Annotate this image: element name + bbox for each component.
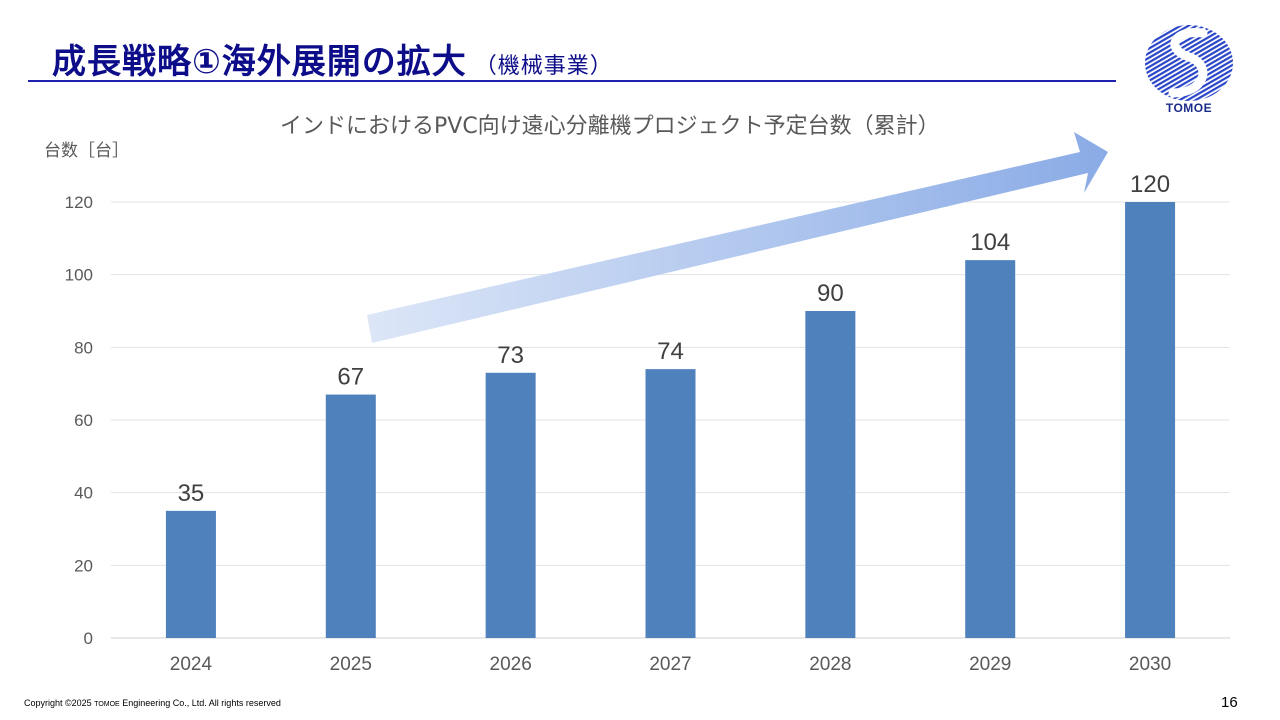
y-tick-label: 0 [84, 629, 93, 648]
x-tick-label: 2024 [170, 654, 213, 675]
chart-title: インドにおけるPVC向け遠心分離機プロジェクト予定台数（累計） [280, 114, 940, 139]
x-tick-label: 2027 [649, 654, 691, 675]
data-label-2025: 67 [337, 364, 364, 391]
x-tick-label: 2026 [490, 654, 532, 675]
x-tick-label: 2028 [809, 654, 851, 675]
y-tick-label: 40 [74, 484, 93, 503]
tomoe-logo-icon [1145, 25, 1233, 101]
bar-2025 [325, 394, 376, 638]
x-tick-label: 2029 [969, 654, 1011, 675]
data-label-2028: 90 [817, 280, 844, 307]
y-tick-label: 20 [74, 556, 93, 575]
y-tick-label: 80 [74, 338, 93, 357]
copyright-footer: Copyright ©2025 TOMOE Engineering Co., L… [24, 698, 281, 708]
page-subtitle: （機械事業） [474, 54, 613, 79]
bar-2029 [965, 260, 1016, 638]
y-axis-label: 台数［台］ [44, 141, 129, 161]
y-tick-label: 100 [65, 266, 93, 285]
logo-wordmark: TOMOE [1165, 101, 1213, 115]
title-divider [28, 80, 1116, 82]
x-tick-label: 2025 [330, 654, 372, 675]
y-tick-label: 120 [65, 193, 93, 212]
data-label-2030: 120 [1130, 171, 1170, 198]
data-label-2027: 74 [657, 338, 684, 365]
data-label-2026: 73 [497, 342, 524, 369]
data-label-2024: 35 [178, 480, 205, 507]
page-number: 16 [1221, 694, 1238, 711]
copyright-brand: TOMOE [94, 701, 120, 708]
copyright-suffix: Engineering Co., Ltd. All rights reserve… [122, 698, 281, 708]
page-title-text: 成長戦略①海外展開の拡大 [52, 42, 467, 82]
bar-2024 [165, 510, 216, 638]
copyright-prefix: Copyright ©2025 [24, 698, 92, 708]
y-tick-label: 60 [74, 411, 93, 430]
growth-trend-arrow [367, 132, 1108, 343]
data-label-2029: 104 [970, 229, 1010, 256]
x-tick-label: 2030 [1129, 654, 1171, 675]
bar-2026 [485, 372, 536, 638]
bar-2030 [1125, 202, 1176, 638]
bar-2027 [645, 369, 696, 638]
page-title: 成長戦略①海外展開の拡大 （機械事業） [52, 34, 613, 83]
bar-2028 [805, 311, 856, 638]
